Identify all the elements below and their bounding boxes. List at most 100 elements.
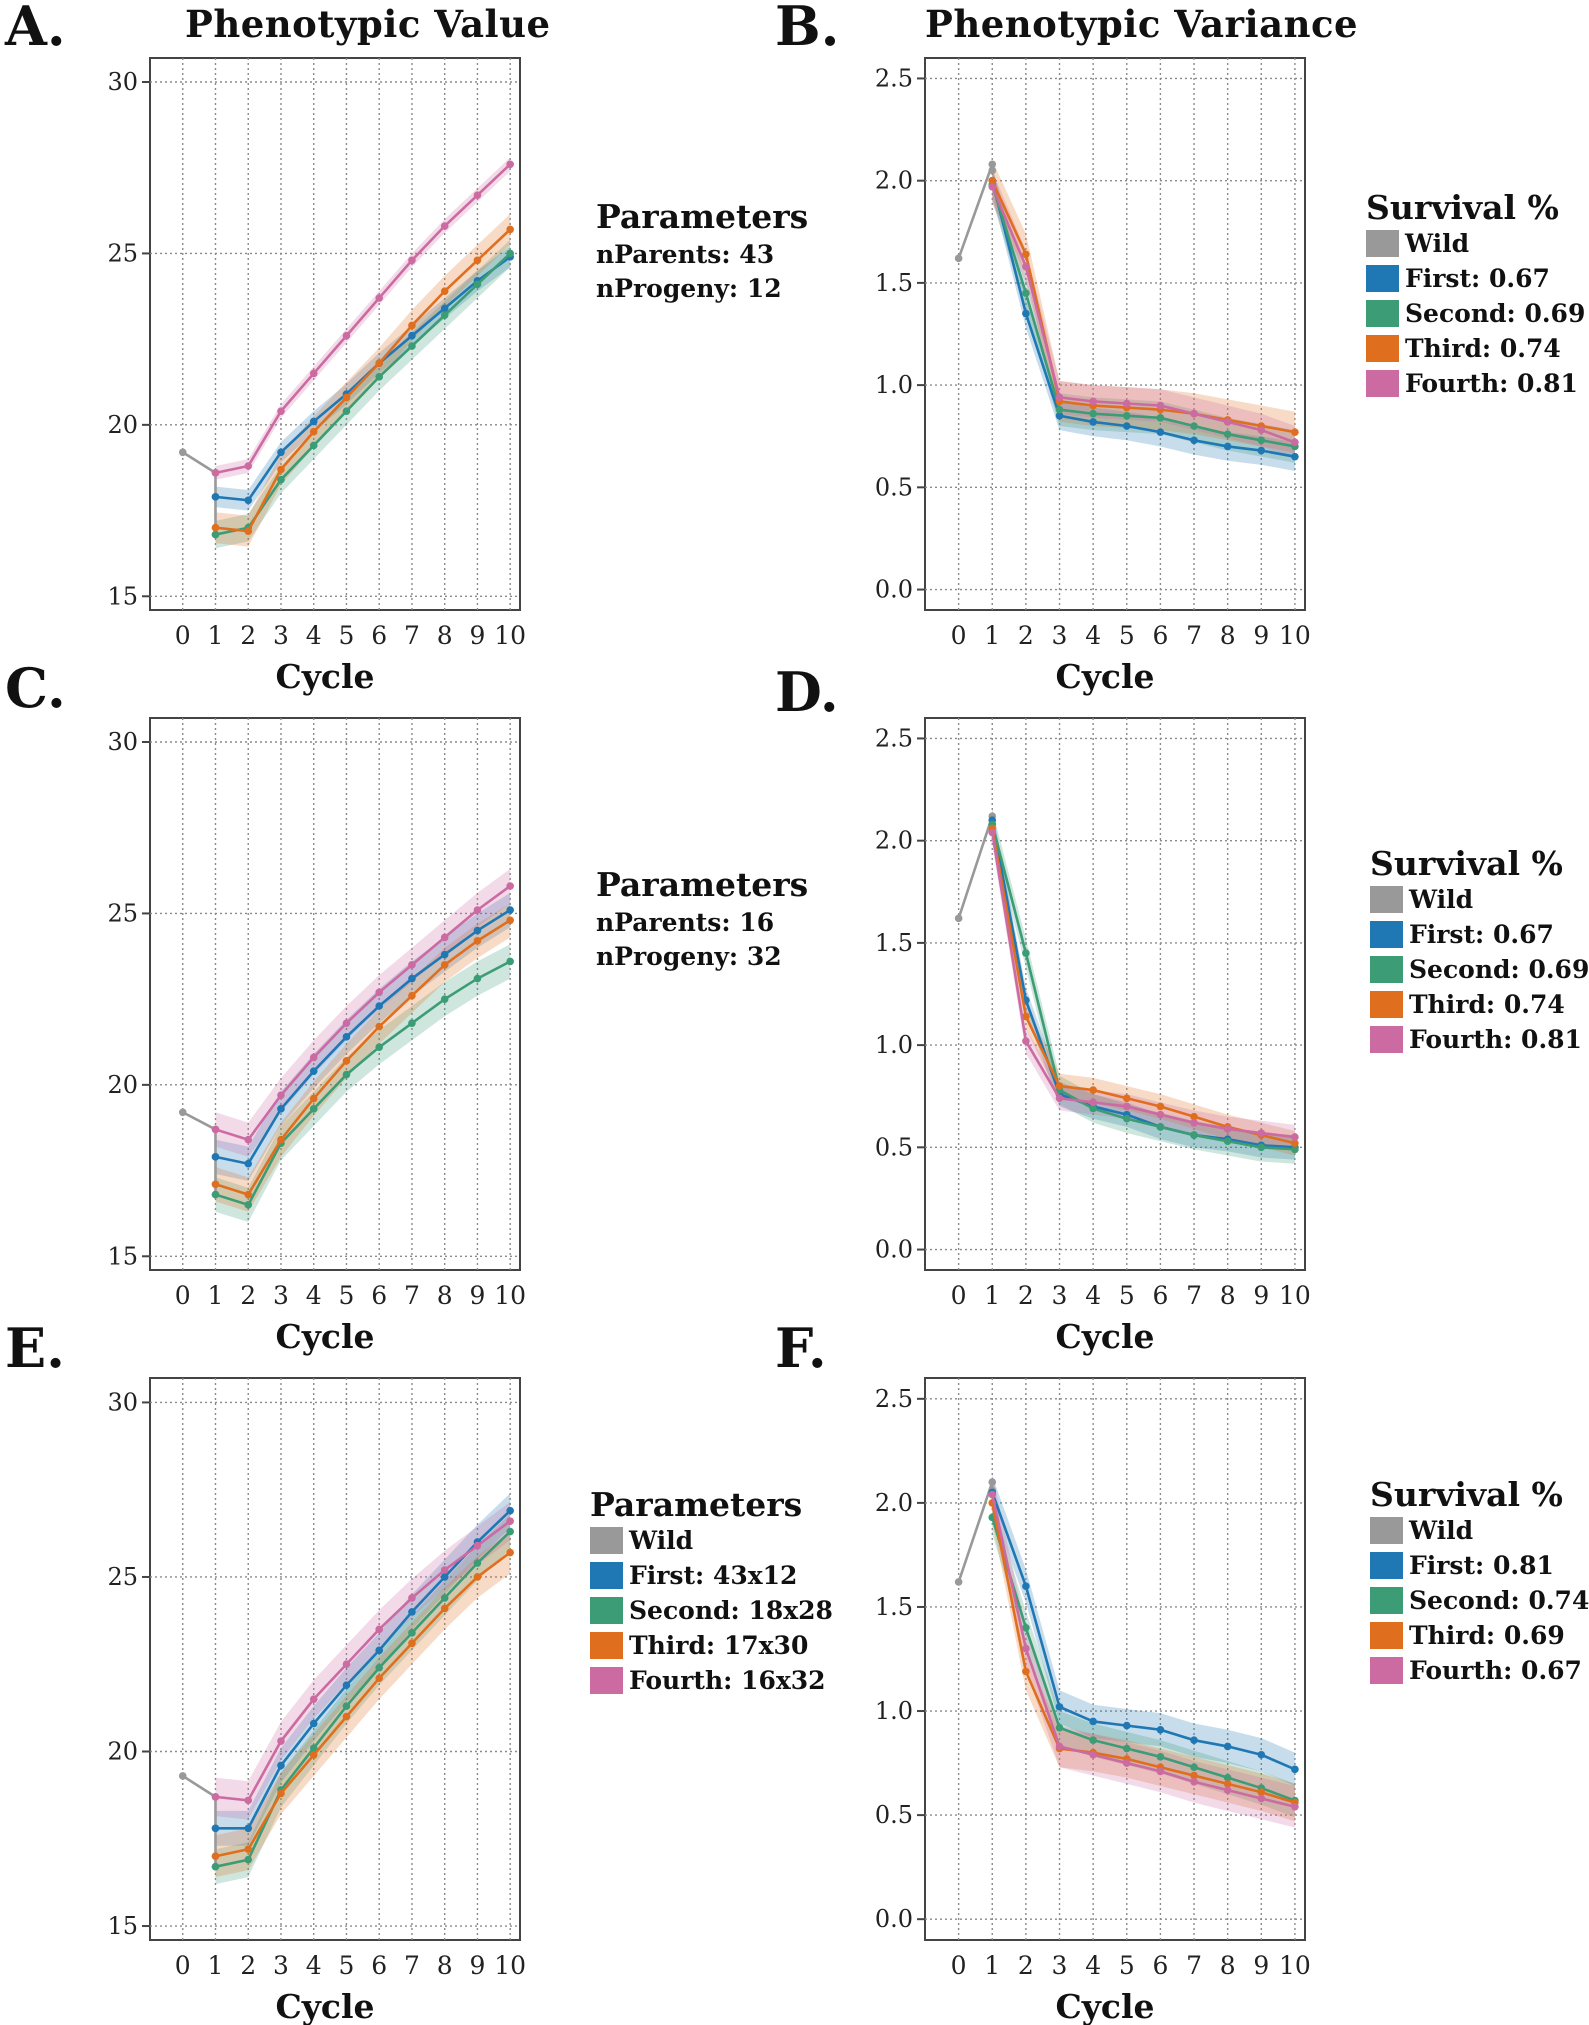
chart-b: 0.0 0.5 1.0 1.5 2.0 2.5 0 1 2 3 4 5 6 7 8 9 10 Cycle [875, 57, 1311, 696]
legend-label: Second: 0.69 [1409, 955, 1589, 984]
data-point-third [211, 523, 220, 532]
data-point-third [375, 1674, 384, 1682]
data-point-first [1190, 1736, 1198, 1744]
x-tick-label: 5 [339, 621, 355, 650]
legend-swatch [590, 1667, 623, 1694]
data-point-fourth [309, 369, 318, 378]
legend-swatch [1366, 335, 1399, 362]
x-tick-label: 4 [1085, 1951, 1101, 1980]
x-tick-label: 1 [208, 621, 224, 650]
data-point-fourth [342, 1019, 351, 1027]
series-line-fourth [215, 884, 511, 1142]
data-point-fourth [1257, 1129, 1266, 1137]
x-tick-label: 9 [469, 1951, 485, 1980]
data-point-first [440, 304, 449, 313]
data-point-fourth [440, 933, 449, 942]
data-point-first [440, 950, 449, 959]
data-point-first [408, 1608, 416, 1616]
x-tick-label: 3 [1052, 621, 1068, 650]
parameters-title: Parameters [596, 865, 809, 904]
legend-item-fourth: Fourth: 0.81 [1366, 368, 1585, 399]
series-line-fourth [990, 1494, 1296, 1809]
data-point-fourth [1223, 1125, 1232, 1133]
data-point-fourth [988, 828, 997, 837]
data-point-fourth [1257, 1794, 1266, 1803]
data-point-fourth [1022, 1037, 1030, 1045]
legend-swatch [1370, 886, 1403, 913]
data-point-second [1022, 949, 1030, 957]
x-tick-label: 5 [1119, 1951, 1135, 1980]
data-point-third [244, 1845, 253, 1854]
x-tick-label: 8 [1220, 1951, 1236, 1980]
legend-label: First: 0.81 [1409, 1551, 1554, 1580]
chart-d: 0.0 0.5 1.0 1.5 2.0 2.5 0 1 2 3 4 5 6 7 8 9 10 Cycle [875, 717, 1311, 1356]
data-point-second [1089, 1736, 1097, 1744]
data-point-third [244, 1190, 253, 1199]
x-tick-label: 6 [371, 1281, 387, 1310]
x-tick-label: 10 [1279, 1281, 1311, 1310]
x-tick-label: 7 [1186, 1951, 1202, 1980]
legend-item-second: Second: 0.69 [1370, 954, 1589, 985]
data-point-third [440, 1604, 449, 1613]
x-tick-label: 3 [273, 1951, 289, 1980]
y-tick-label: 1.5 [875, 269, 913, 297]
data-point-third [277, 1135, 285, 1144]
x-tick-label: 0 [175, 621, 191, 650]
legend-swatch [1370, 1622, 1403, 1649]
data-point-first [277, 1105, 285, 1113]
data-point-fourth [1257, 426, 1266, 434]
data-point-second [342, 1702, 351, 1710]
x-tick-label: 6 [1152, 1281, 1168, 1310]
data-point-fourth [1089, 397, 1097, 406]
data-point-wild [988, 1478, 997, 1486]
y-tick-label: 15 [107, 1912, 138, 1940]
x-tick-label: 8 [437, 1951, 453, 1980]
data-point-fourth [1223, 1786, 1232, 1794]
legend-label: First: 0.67 [1405, 264, 1550, 293]
data-point-first [244, 1824, 253, 1833]
data-point-fourth [473, 906, 482, 914]
legend-label: Wild [1409, 1516, 1474, 1545]
data-point-second [1156, 414, 1165, 422]
data-point-first [1223, 1742, 1232, 1751]
x-tick-label: 6 [1152, 1951, 1168, 1980]
data-point-second [506, 249, 514, 258]
confidence-band-third [992, 1484, 1295, 1822]
legend-swatch [590, 1597, 623, 1624]
data-point-fourth [342, 1660, 351, 1669]
x-tick-label: 7 [404, 621, 420, 650]
plot-frame [924, 1377, 1306, 1941]
confidence-band-fourth [992, 170, 1295, 459]
plot-frame [924, 57, 1306, 611]
data-point-fourth [375, 1625, 384, 1634]
data-point-first [375, 1002, 384, 1010]
data-point-fourth [506, 1517, 514, 1525]
data-point-second [473, 1559, 482, 1567]
data-point-fourth [1122, 1102, 1131, 1111]
data-point-third [506, 916, 514, 925]
data-point-first [211, 493, 220, 501]
data-point-second [1223, 430, 1232, 438]
legend-label: Third: 17x30 [629, 1631, 809, 1660]
legend-swatch [1370, 1657, 1403, 1684]
legend-item-fourth: Fourth: 0.67 [1370, 1655, 1589, 1686]
data-point-wild [988, 166, 997, 175]
series-line-first [990, 819, 1295, 1149]
legend-swatch [590, 1527, 623, 1554]
data-point-third [244, 527, 253, 535]
data-point-third [1156, 1102, 1165, 1111]
data-point-second [211, 1862, 220, 1871]
data-point-second [1257, 1143, 1266, 1152]
data-point-fourth [244, 1135, 253, 1144]
y-tick-label: 25 [107, 899, 138, 927]
legend-item-first: First: 0.67 [1366, 263, 1585, 294]
y-tick-label: 2.5 [875, 64, 913, 92]
data-point-third [277, 1789, 285, 1798]
data-point-second [473, 974, 482, 983]
y-tick-label: 15 [107, 582, 138, 610]
data-point-wild [954, 914, 963, 923]
x-axis-label: Cycle [1055, 657, 1154, 696]
data-point-first [244, 1159, 253, 1168]
x-tick-label: 4 [306, 1281, 322, 1310]
legend-item-fourth: Fourth: 16x32 [590, 1665, 833, 1696]
